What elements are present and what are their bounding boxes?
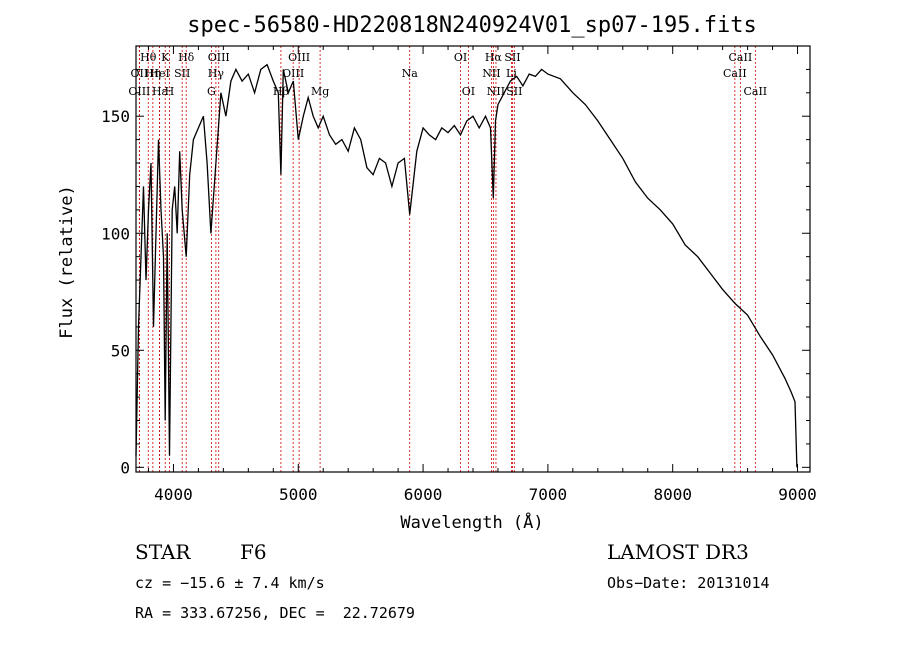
spectral-line-label: CaII bbox=[723, 67, 747, 80]
spectrum-line bbox=[135, 63, 798, 468]
spectral-line-label: OIII bbox=[288, 51, 310, 64]
spectral-line-label: NII bbox=[487, 85, 505, 98]
plot-frame bbox=[135, 45, 811, 473]
chart-title: spec-56580-HD220818N240924V01_sp07-195.f… bbox=[187, 13, 757, 38]
spectral-line-label: Hη bbox=[145, 67, 161, 80]
x-tick-label: 9000 bbox=[778, 485, 817, 504]
spectral-line-label: Hα bbox=[485, 51, 503, 64]
spectral-line-label: SII bbox=[506, 85, 522, 98]
x-tick-label: 7000 bbox=[529, 485, 568, 504]
obs-date: Obs−Date: 20131014 bbox=[607, 574, 770, 592]
x-tick-label: 4000 bbox=[154, 485, 193, 504]
spectral-line-label: OIII bbox=[128, 85, 150, 98]
x-tick-label: 6000 bbox=[404, 485, 443, 504]
spectral-line-label: CaII bbox=[743, 85, 767, 98]
spectral-line-label: Mg bbox=[311, 85, 329, 98]
y-tick-label: 100 bbox=[101, 224, 130, 243]
spectral-line-label: SII bbox=[504, 51, 520, 64]
x-tick-label: 5000 bbox=[279, 485, 318, 504]
y-tick-label: 0 bbox=[120, 458, 130, 477]
spectral-line-label: OII bbox=[131, 67, 149, 80]
object-subclass: F6 bbox=[240, 540, 267, 564]
x-axis-ticks: 4000 5000 6000 7000 8000 9000 bbox=[147, 46, 817, 504]
y-axis-ticks: 0 50 100 150 bbox=[101, 68, 810, 477]
y-tick-label: 50 bbox=[111, 341, 130, 360]
spectral-line-label: OI bbox=[454, 51, 467, 64]
spectral-line-markers bbox=[138, 46, 756, 472]
spectral-line-label: H bbox=[165, 85, 175, 98]
x-tick-label: 8000 bbox=[653, 485, 692, 504]
spectral-line-label: Na bbox=[402, 67, 419, 80]
spectral-line-label: Hδ bbox=[178, 51, 195, 64]
spectral-line-label: OI bbox=[462, 85, 475, 98]
spectral-line-label: NII bbox=[482, 67, 500, 80]
spectral-line-label: OIII bbox=[282, 67, 304, 80]
y-axis-label: Flux (relative) bbox=[57, 185, 77, 339]
spectral-line-label: G bbox=[207, 85, 216, 98]
object-class: STAR bbox=[135, 540, 191, 564]
spectral-line-label: Hθ bbox=[140, 51, 157, 64]
spectral-line-label: Hγ bbox=[208, 67, 225, 80]
spectral-line-labels: HθOIIOIIIHηHεKHeIHHδSIIOIIIHγGOIIIOIIIHβ… bbox=[128, 51, 767, 98]
spectral-line-label: K bbox=[161, 51, 170, 64]
survey-name: LAMOST DR3 bbox=[607, 540, 749, 564]
y-tick-label: 150 bbox=[101, 107, 130, 126]
spectral-line-label: CaII bbox=[729, 51, 753, 64]
spectral-line-label: OIII bbox=[208, 51, 230, 64]
spectral-line-label: Hε bbox=[152, 85, 168, 98]
x-axis-label: Wavelength (Å) bbox=[400, 511, 543, 533]
coordinates: RA = 333.67256, DEC = 22.72679 bbox=[135, 604, 415, 622]
spectral-line-label: SII bbox=[174, 67, 190, 80]
spectral-line-label: Li bbox=[506, 67, 517, 80]
spectral-line-label: HeI bbox=[149, 67, 169, 80]
redshift-info: cz = −15.6 ± 7.4 km/s bbox=[135, 574, 325, 592]
